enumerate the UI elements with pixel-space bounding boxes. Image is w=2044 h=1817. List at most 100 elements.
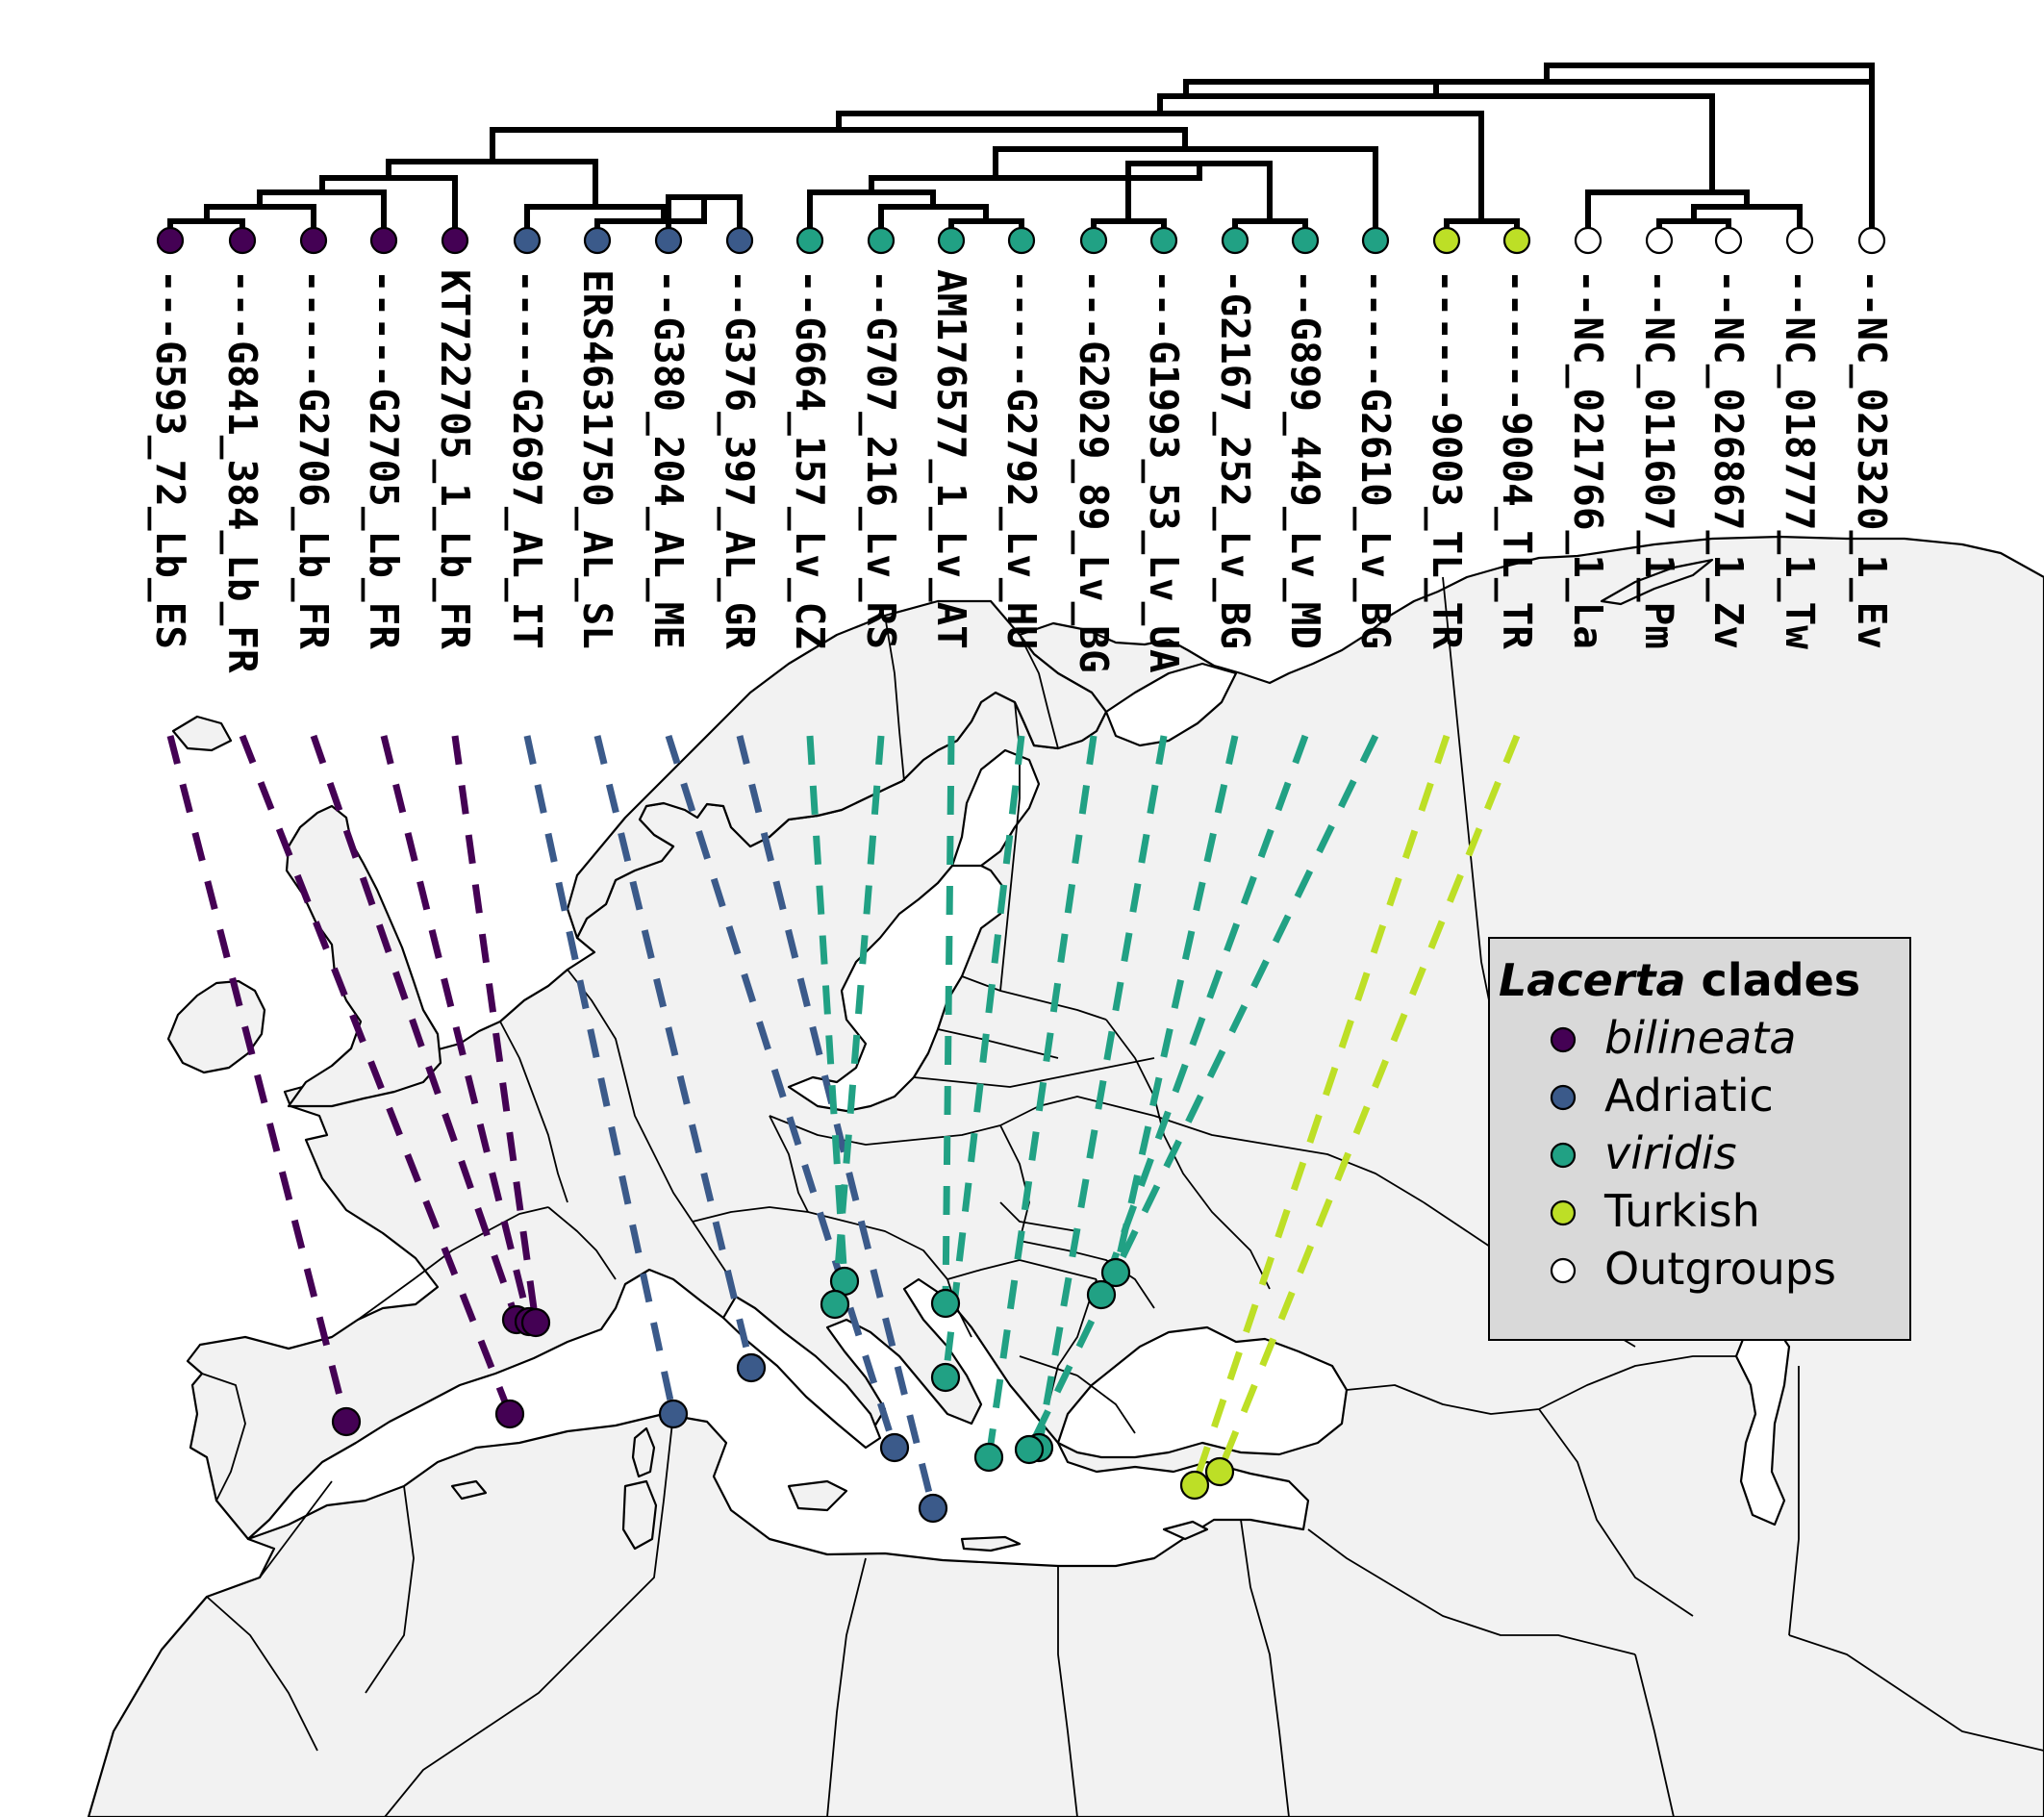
site-point: [879, 1432, 910, 1463]
legend-label: Turkish: [1603, 1185, 1760, 1237]
tip-label: ---G841_384_Lb_FR: [219, 269, 265, 673]
tip-node: [1645, 226, 1674, 255]
tree-branch: [1585, 189, 1750, 243]
connector-line: [523, 735, 677, 1415]
site-point: [1086, 1279, 1117, 1310]
tree-branch: [490, 127, 1188, 164]
connector-line: [593, 735, 755, 1369]
tip-location-connectors: [166, 734, 1521, 1509]
site-point: [918, 1493, 948, 1524]
site-point: [930, 1362, 961, 1393]
connector-line: [380, 735, 533, 1323]
tip-node: [937, 226, 966, 255]
legend-swatch: [1550, 1142, 1577, 1169]
tip-label: ------9004_TL_TR: [1494, 269, 1540, 649]
tree-branch: [1544, 63, 1875, 243]
tip-label: ---G1993_53_Lv_UA: [1141, 269, 1187, 673]
tip-label: -----G2705_Lb_FR: [361, 269, 407, 649]
tip-label: -----G2792_Lv_HU: [998, 269, 1045, 649]
tip-node: [1221, 226, 1249, 255]
site-point: [1204, 1456, 1235, 1487]
tree-branch: [869, 161, 1202, 195]
connector-line: [310, 734, 520, 1322]
connector-line: [806, 735, 848, 1282]
tip-label: --G899_449_Lv_MD: [1282, 269, 1328, 649]
tip-node: [1079, 226, 1108, 255]
connector-line: [831, 735, 885, 1305]
site-point: [736, 1352, 767, 1383]
legend-label: Outgroups: [1604, 1243, 1836, 1295]
connector-line: [942, 735, 955, 1304]
legend-label: bilineata: [1604, 1012, 1796, 1064]
tip-label: --G664_157_Lv_CZ: [787, 269, 833, 649]
tip-labels: ---G593_72_Lb_ES ---G841_384_Lb_FR -----G2…: [147, 269, 1895, 673]
legend-swatch: [1550, 1084, 1577, 1111]
tip-label: --NC_018777_1_Tw: [1777, 269, 1823, 649]
tip-label: -----G2697_AL_IT: [504, 269, 550, 649]
site-point: [1014, 1434, 1045, 1465]
connector-line: [239, 734, 514, 1416]
tip-node: [369, 226, 398, 255]
tip-node: [867, 226, 896, 255]
legend-title: Lacerta clades: [1499, 954, 1860, 1006]
great-britain: [285, 804, 442, 1108]
sample-locations: [331, 1257, 1235, 1524]
tip-label: --G707_216_Lv_RS: [858, 269, 904, 649]
tip-node: [654, 226, 683, 255]
connector-line: [985, 735, 1098, 1458]
tip-label: --G380_204_AL_ME: [645, 269, 692, 649]
tree-tips: [156, 226, 1886, 255]
tip-node: [1432, 226, 1461, 255]
legend-label: viridis: [1604, 1127, 1737, 1179]
tip-node: [1291, 226, 1320, 255]
tip-node: [1361, 226, 1390, 255]
tip-label: --G376_397_AL_GR: [717, 269, 763, 649]
legend-swatch: [1550, 1199, 1577, 1226]
tip-node: [795, 226, 824, 255]
legend-swatch: [1550, 1257, 1577, 1284]
tree-branch: [594, 194, 707, 243]
tip-node: [583, 226, 612, 255]
legend-label: Adriatic: [1604, 1070, 1774, 1122]
tip-node: [299, 226, 328, 255]
site-point: [930, 1288, 961, 1319]
site-point: [658, 1399, 689, 1429]
connector-line: [736, 735, 937, 1509]
sardinia: [621, 1479, 658, 1551]
scandinavia: [566, 599, 1108, 940]
iceland-edge: [171, 715, 233, 752]
baltic-sea: [787, 859, 1007, 1113]
tip-label: ERS4631750_AL_SL: [574, 269, 620, 649]
legend-swatch: [1550, 1026, 1577, 1053]
tip-label: -----G2706_Lb_FR: [290, 269, 337, 649]
connector-line: [1025, 734, 1379, 1451]
tip-node: [441, 226, 469, 255]
site-point: [494, 1399, 525, 1429]
tip-label: -----G2610_Lv_BG: [1352, 269, 1399, 649]
novaya-zemlya: [1600, 558, 1714, 606]
site-point: [820, 1289, 850, 1320]
connector-line: [1035, 735, 1168, 1449]
europe-map: [87, 535, 2044, 1817]
adriatic-sea: [721, 1295, 882, 1450]
site-point: [331, 1406, 362, 1437]
connector-line: [665, 734, 898, 1450]
tip-node: [1785, 226, 1814, 255]
tip-node: [1714, 226, 1743, 255]
connector-line: [166, 735, 350, 1423]
tip-label: AM176577_1_Lv_AT: [928, 269, 974, 649]
tip-node: [156, 226, 185, 255]
tree-branch: [386, 159, 598, 210]
tree-branch: [1433, 79, 1875, 243]
site-point: [1100, 1257, 1131, 1288]
tip-label: -G2167_252_Lv_BG: [1212, 269, 1258, 649]
tip-node: [1149, 226, 1178, 255]
tip-node: [513, 226, 542, 255]
connector-line: [942, 735, 1025, 1378]
tip-label: --NC_011607_1_Pm: [1636, 269, 1682, 649]
tip-label: ------9003_TL_TR: [1424, 269, 1470, 649]
tip-node: [1574, 226, 1602, 255]
